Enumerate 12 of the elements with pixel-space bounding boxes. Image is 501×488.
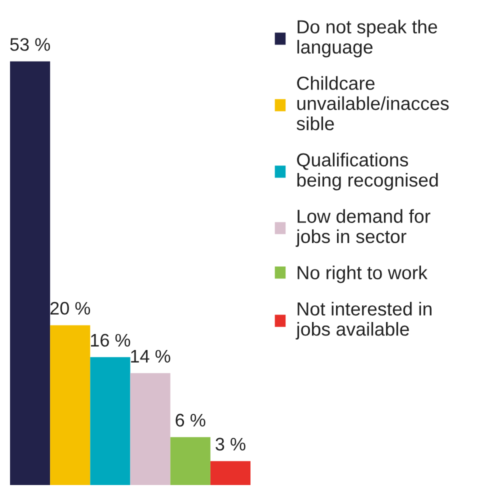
data-label: 20 % xyxy=(50,302,90,315)
legend-label: Low demand for jobs in sector xyxy=(296,209,430,247)
legend-label: Do not speak the language xyxy=(297,20,438,58)
legend-label: Qualifications being recognised xyxy=(297,152,438,190)
legend-label: Not interested in jobs available xyxy=(296,302,432,340)
data-label: 14 % xyxy=(131,350,170,363)
data-label: 6 % xyxy=(176,414,206,427)
data-label: 53 % xyxy=(10,38,50,51)
data-label: 3 % xyxy=(216,438,246,451)
legend-label: Childcare unvailable/inacces sible xyxy=(296,76,449,130)
legend-label: No right to work xyxy=(298,266,428,284)
data-label: 16 % xyxy=(91,334,130,347)
